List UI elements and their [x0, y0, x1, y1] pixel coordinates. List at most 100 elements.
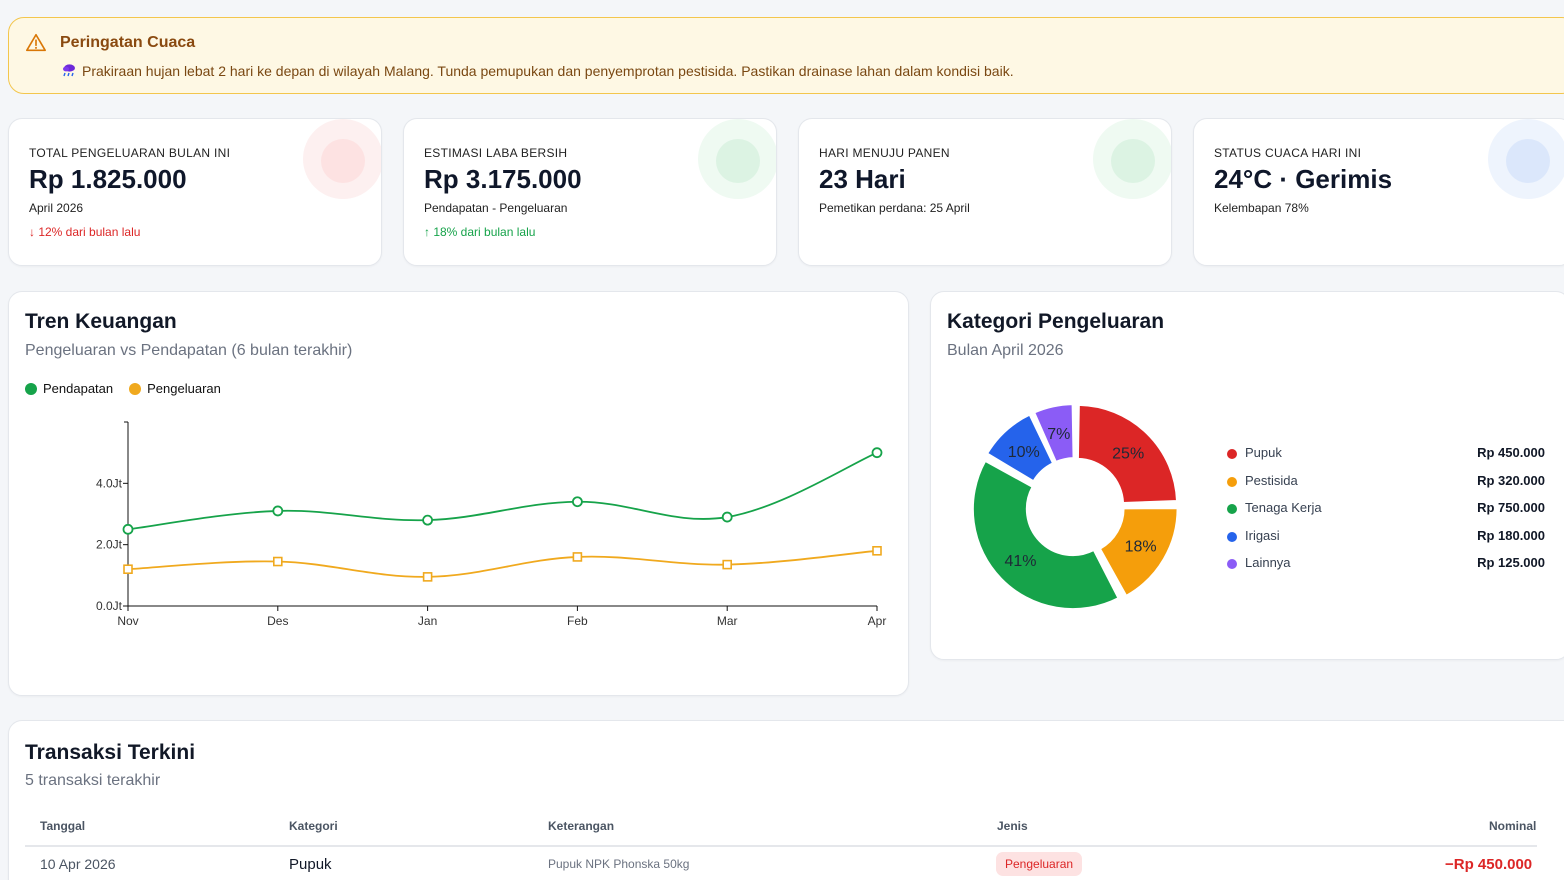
kpi-card-weather: STATUS CUACA HARI INI 24°C · Gerimis Kel… [1193, 118, 1564, 266]
kpi-value: 23 Hari [819, 164, 906, 194]
x-tick-label: Jan [418, 614, 437, 628]
kpi-card-net-profit: ESTIMASI LABA BERSIH Rp 3.175.000 Pendap… [403, 118, 777, 266]
category-legend-item: Pestisida Rp 320.000 [1227, 468, 1545, 496]
data-point-pengeluaran [422, 572, 433, 582]
category-legend-item: Pupuk Rp 450.000 [1227, 440, 1545, 468]
donut-slice-label: 7% [1047, 426, 1070, 443]
category-label: Pupuk [1245, 445, 1282, 460]
column-header-date[interactable]: Tanggal [40, 819, 86, 833]
x-tick-label: Apr [868, 614, 887, 628]
kpi-label: STATUS CUACA HARI INI [1214, 146, 1362, 160]
kpi-sub: Pendapatan - Pengeluaran [424, 201, 568, 215]
legend-swatch [25, 382, 37, 395]
data-point-pengeluaran [572, 552, 583, 562]
table-header-divider [25, 845, 1537, 847]
donut-slice-label: 10% [1008, 444, 1040, 461]
data-point-pengeluaran [872, 546, 882, 556]
category-value: Rp 450.000 [1477, 445, 1545, 460]
kpi-trend: ↑ 18% dari bulan lalu [424, 225, 536, 239]
category-legend: Pupuk Rp 450.000 Pestisida Rp 320.000 Te… [1227, 440, 1545, 578]
donut-slice-label: 25% [1112, 446, 1144, 463]
cell-note: Pupuk NPK Phonska 50kg [548, 857, 690, 871]
data-point-pendapatan [572, 496, 583, 508]
legend-item-pengeluaran[interactable]: Pengeluaran [129, 381, 221, 396]
category-value: Rp 750.000 [1477, 500, 1545, 516]
kpi-trend: ↓ 12% dari bulan lalu [29, 225, 141, 239]
kpi-sub: Pemetikan perdana: 25 April [819, 201, 970, 215]
data-point-pengeluaran [272, 556, 283, 567]
series-line-pengeluaran [127, 549, 878, 578]
donut-slice-irigasi [986, 413, 1055, 483]
category-label: Lainnya [1245, 555, 1291, 571]
y-tick-label: 0.0Jt [96, 599, 123, 613]
kpi-value: Rp 1.825.000 [29, 164, 187, 194]
alert-title: Peringatan Cuaca [60, 34, 196, 51]
card-title: Tren Keuangan [25, 310, 177, 333]
column-header-category[interactable]: Kategori [289, 819, 338, 833]
x-tick-label: Des [267, 614, 288, 628]
accent-dot [321, 139, 365, 183]
y-tick-label: 4.0Jt [96, 476, 123, 490]
legend-swatch [1227, 449, 1237, 459]
data-point-pengeluaran [722, 559, 733, 570]
column-header-amount[interactable]: Nominal [1489, 819, 1537, 833]
card-title: Kategori Pengeluaran [947, 310, 1165, 333]
donut-slice-pestisida [1098, 507, 1179, 597]
transactions-card: Transaksi Terkini 5 transaksi terakhir T… [8, 720, 1564, 880]
donut-chart: 25% 18% 41% 10% 7% [971, 403, 1179, 611]
data-point-pendapatan [122, 523, 134, 535]
kpi-sub: April 2026 [29, 201, 84, 215]
series-line-pendapatan [127, 451, 878, 531]
column-header-note[interactable]: Keterangan [548, 819, 615, 833]
category-label: Tenaga Kerja [1245, 500, 1322, 516]
trend-chart-card: Tren Keuangan Pengeluaran vs Pendapatan … [8, 291, 909, 696]
kpi-card-total-expense: TOTAL PENGELUARAN BULAN INI Rp 1.825.000… [8, 118, 382, 266]
donut-slice-tenaga-kerja [971, 459, 1120, 611]
cell-amount: −Rp 450.000 [1445, 856, 1533, 873]
kpi-label: HARI MENUJU PANEN [819, 146, 950, 160]
card-subtitle: 5 transaksi terakhir [25, 772, 161, 789]
category-chart-card: Kategori Pengeluaran Bulan April 2026 25… [930, 291, 1564, 660]
accent-dot [1506, 139, 1550, 183]
category-legend-item: Irigasi Rp 180.000 [1227, 523, 1545, 551]
legend-swatch [129, 382, 142, 395]
x-tick-label: Feb [567, 614, 588, 628]
card-subtitle: Pengeluaran vs Pendapatan (6 bulan terak… [25, 342, 353, 359]
type-badge: Pengeluaran [996, 852, 1083, 876]
cell-date: 10 Apr 2026 [40, 856, 116, 872]
card-subtitle: Bulan April 2026 [947, 342, 1064, 359]
x-tick-label: Mar [717, 614, 738, 628]
category-value: Rp 125.000 [1477, 555, 1545, 571]
kpi-sub: Kelembapan 78% [1214, 201, 1309, 215]
weather-alert: Peringatan Cuaca Prakiraan hujan lebat 2… [8, 17, 1564, 94]
category-value: Rp 320.000 [1477, 472, 1545, 488]
accent-dot [716, 139, 760, 183]
data-point-pendapatan [422, 514, 434, 526]
chart-legend: Pendapatan Pengeluaran [25, 381, 221, 396]
data-point-pendapatan [721, 511, 733, 523]
rain-cloud-icon [63, 64, 75, 77]
category-label: Pestisida [1245, 472, 1298, 488]
kpi-label: TOTAL PENGELUARAN BULAN INI [29, 146, 231, 160]
category-value: Rp 180.000 [1477, 527, 1545, 543]
y-tick-label: 2.0Jt [96, 538, 123, 552]
line-chart: 0.0Jt 2.0Jt 4.0Jt Nov Des Jan Feb Mar Apr [96, 421, 887, 628]
data-point-pengeluaran [123, 564, 133, 575]
column-header-type[interactable]: Jenis [997, 819, 1028, 833]
warning-triangle-icon [26, 33, 46, 52]
kpi-value: Rp 3.175.000 [424, 164, 582, 194]
legend-item-pendapatan[interactable]: Pendapatan [25, 381, 113, 396]
kpi-value: 24°C · Gerimis [1214, 164, 1393, 194]
data-point-pendapatan [272, 505, 284, 517]
legend-swatch [1227, 476, 1237, 487]
legend-label: Pendapatan [43, 381, 114, 396]
card-title: Transaksi Terkini [25, 741, 196, 764]
legend-swatch [1227, 559, 1237, 570]
legend-swatch [1227, 504, 1237, 515]
kpi-card-harvest: HARI MENUJU PANEN 23 Hari Pemetikan perd… [798, 118, 1172, 266]
alert-message: Prakiraan hujan lebat 2 hari ke depan di… [82, 63, 1014, 79]
accent-dot [1111, 139, 1155, 183]
category-label: Irigasi [1245, 527, 1280, 543]
donut-slice-pupuk [1076, 403, 1179, 505]
kpi-label: ESTIMASI LABA BERSIH [424, 146, 568, 160]
